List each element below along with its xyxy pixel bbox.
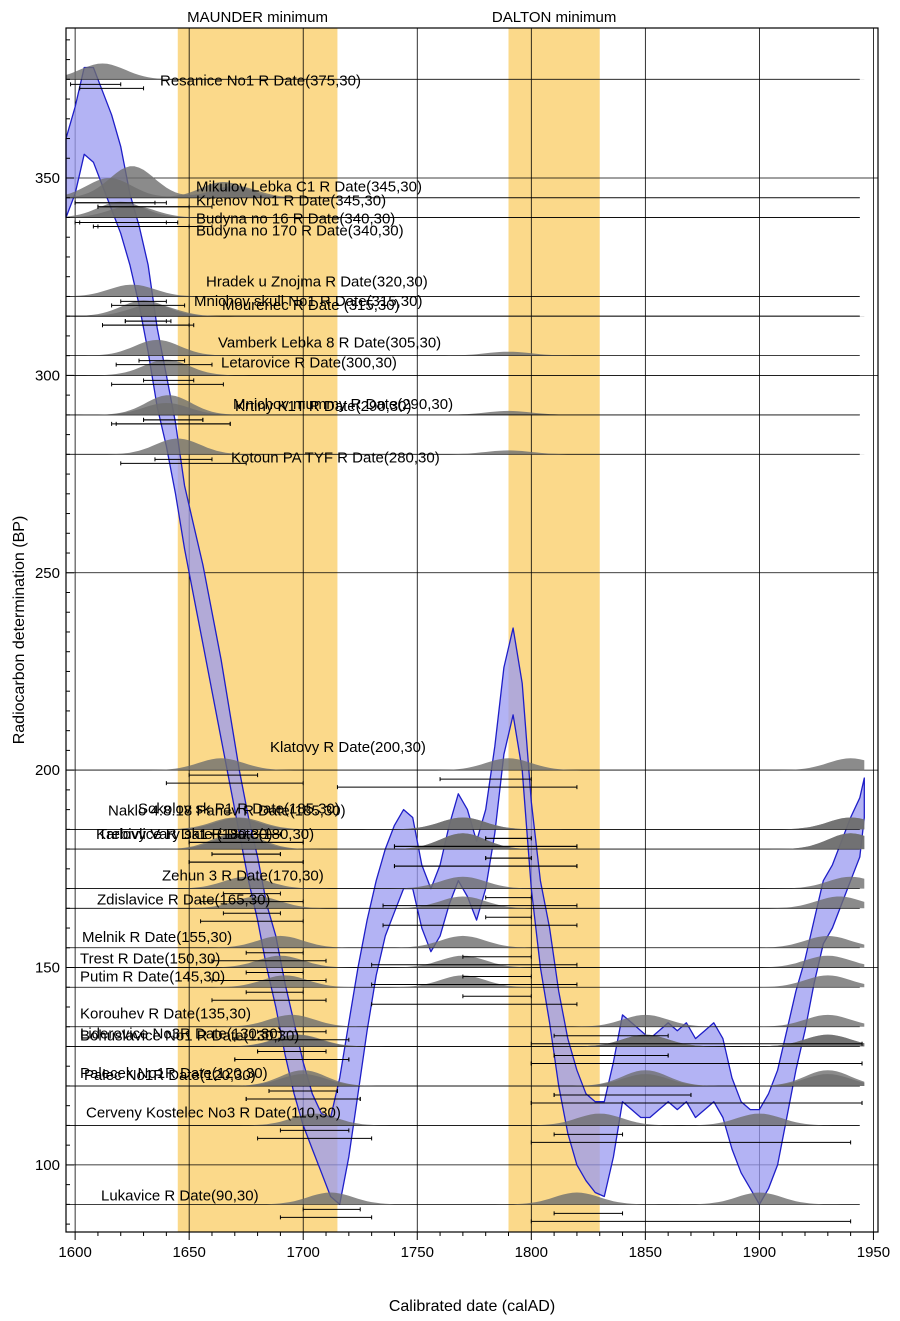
- date-distribution-27: [66, 1074, 865, 1086]
- date-distribution-11: [66, 403, 865, 415]
- date-label-4: Budyna no 170 R Date(340,30): [196, 222, 404, 239]
- date-distribution-8: [66, 339, 865, 356]
- date-distribution-2: [66, 178, 865, 198]
- axes-layer: 1600 1650 1700 1750 1800 1850 1900 1950 100 150 20…: [11, 27, 890, 1315]
- date-distribution-15: [66, 817, 865, 830]
- x-tick-label-1: 1650: [172, 1244, 205, 1261]
- date-label-5: Hradek u Znojma R Date(320,30): [206, 273, 428, 290]
- date-label-19: Zdislavice R Date(165,30): [97, 891, 270, 908]
- date-label-29: Lukavice R Date(90,30): [101, 1187, 259, 1204]
- date-label-28: Cerveny Kostelec No3 R Date(110,30): [86, 1104, 341, 1121]
- y-tick-label-2: 200: [35, 762, 60, 779]
- y-tick-label-5: 350: [35, 170, 60, 187]
- date-distribution-28: [66, 1113, 865, 1126]
- date-distribution-29: [66, 1192, 865, 1205]
- x-tick-label-4: 1800: [515, 1244, 548, 1261]
- x-tick-label-5: 1850: [629, 1244, 662, 1261]
- date-distribution-17: [66, 833, 865, 850]
- date-label-14: Sokolov sk P1 R Date(185,30): [138, 800, 340, 817]
- date-label-2: Krtenov No1 R Date(345,30): [196, 193, 386, 210]
- x-tick-label-7: 1950: [857, 1244, 890, 1261]
- date-label-18: Zehun 3 R Date(170,30): [162, 868, 324, 885]
- date-label-8: Vamberk Lebka 8 R Date(305,30): [218, 335, 441, 352]
- date-label-20: Melnik R Date(155,30): [82, 929, 232, 946]
- ranges-layer: [70, 82, 863, 1224]
- date-label-6: Mourenec R Date (315,30): [222, 297, 400, 314]
- date-label-22: Putim R Date(145,30): [80, 968, 225, 985]
- date-label-25: Bohuslavice No1 R Date(130,30): [80, 1027, 299, 1044]
- y-axis-title: Radiocarbon determination (BP): [11, 516, 28, 745]
- date-distribution-19: [66, 896, 865, 909]
- date-label-13: Klatovy R Date(200,30): [270, 739, 426, 756]
- x-tick-label-0: 1600: [58, 1244, 91, 1261]
- date-label-23: Korouhev R Date(135,30): [80, 1006, 251, 1023]
- date-distribution-22: [66, 975, 865, 988]
- date-label-16: Trebivlice R Date (180,30): [98, 826, 273, 843]
- date-label-12: Kotoun PA TYF R Date(280,30): [231, 449, 440, 466]
- date-label-7: Mnichov skull No1 R Date(315,30): [194, 293, 422, 310]
- date-distribution-23: [66, 1014, 865, 1027]
- date-distribution-5: [66, 284, 865, 297]
- y-tick-label-4: 300: [35, 367, 60, 384]
- date-distribution-18: [66, 876, 865, 889]
- x-tick-label-2: 1700: [287, 1244, 320, 1261]
- y-tick-label-0: 100: [35, 1157, 60, 1174]
- date-label-17: Karlovy Vary sk1 R Date(180,30): [96, 826, 314, 843]
- y-tick-label-1: 150: [35, 960, 60, 977]
- band-title-0: MAUNDER minimum: [187, 9, 328, 26]
- date-distribution-4: [66, 205, 865, 218]
- date-label-0: Resanice No1 R Date(375,30): [160, 72, 361, 89]
- date-label-9: Letarovice R Date(300,30): [221, 354, 397, 371]
- distributions-layer: [66, 63, 865, 1205]
- date-label-27: Palec No1R Date(120,30): [84, 1067, 256, 1084]
- date-distribution-20: [66, 935, 865, 948]
- x-tick-label-6: 1900: [743, 1244, 776, 1261]
- date-distribution-12: [66, 438, 865, 455]
- plot-frame: [65, 27, 879, 1233]
- x-axis-title: Calibrated date (calAD): [389, 1298, 555, 1315]
- x-tick-label-3: 1750: [401, 1244, 434, 1261]
- date-distribution-9: [66, 359, 865, 376]
- date-label-21: Trest R Date(150,30): [80, 951, 220, 968]
- date-distribution-0: [66, 63, 865, 80]
- date-distribution-13: [66, 758, 865, 771]
- date-label-3: Budyna no 16 R Date(340,30): [196, 210, 395, 227]
- labels-layer: Resanice No1 R Date(375,30) Mikulov Lebka…: [80, 72, 453, 1204]
- date-label-26: Palecek No1R Date(120,30): [80, 1065, 268, 1082]
- date-label-15: Naklo 4.8.18 Panev R Date(185,30): [108, 802, 346, 819]
- band-title-1: DALTON minimum: [492, 9, 616, 26]
- date-label-1: Mikulov Lebka C1 R Date(345,30): [196, 179, 422, 196]
- date-label-10: Mnichov mummy R Date(290,30): [233, 396, 453, 413]
- date-label-24: Liderovice No3R Date(130,30): [80, 1025, 283, 1042]
- date-label-11: Krtiny K1T R Date(290,30): [235, 398, 411, 415]
- date-distribution-21: [66, 955, 865, 968]
- y-tick-label-3: 250: [35, 565, 60, 582]
